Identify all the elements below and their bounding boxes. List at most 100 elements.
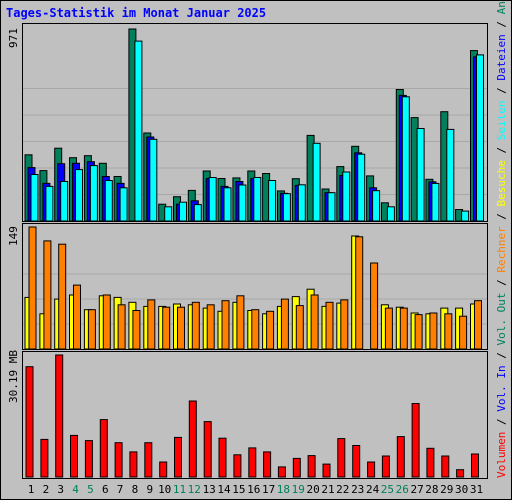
- bar-volumen-day-14: [218, 437, 227, 478]
- x-tick-label-day-10: 10: [158, 483, 171, 496]
- x-tick-label-day-8: 8: [132, 483, 139, 496]
- bar-volumen-day-11: [174, 436, 182, 478]
- bar-rechner-day-18: [280, 298, 289, 350]
- bar-seiten-day-23: [357, 153, 366, 222]
- bar-seiten-day-30: [461, 210, 470, 222]
- bar-rechner-day-24: [370, 262, 379, 350]
- legend-vol-in: Vol. In: [495, 365, 508, 411]
- legend-anfragen: Anfragen: [495, 0, 508, 14]
- legend-separator: /: [495, 140, 508, 160]
- bar-volumen-day-30: [456, 469, 465, 478]
- bar-volumen-day-5: [84, 440, 93, 478]
- x-tick-label-day-9: 9: [146, 483, 153, 496]
- bar-rechner-day-30: [459, 315, 468, 350]
- bar-rechner-day-23: [355, 236, 364, 350]
- x-tick-label-day-17: 17: [262, 483, 275, 496]
- bar-rechner-day-5: [87, 309, 96, 350]
- panel-requests: 971: [7, 23, 488, 222]
- bar-volumen-day-31: [471, 453, 479, 478]
- bar-volumen-day-18: [277, 466, 286, 478]
- bar-seiten-day-12: [193, 204, 202, 222]
- legend-volumen: Volumen: [495, 432, 508, 478]
- bar-seiten-day-27: [416, 128, 425, 222]
- panel-visits: 149: [7, 223, 488, 350]
- x-tick-label-day-13: 13: [203, 483, 216, 496]
- bar-rechner-day-2: [43, 240, 52, 350]
- x-tick-label-day-4: 4: [72, 483, 79, 496]
- legend-separator: /: [495, 412, 508, 432]
- x-tick-label-day-31: 31: [470, 483, 483, 496]
- bar-seiten-day-20: [312, 142, 321, 222]
- bar-seiten-day-17: [268, 180, 277, 222]
- bar-volumen-day-9: [144, 442, 153, 478]
- y-max-label-requests: 971: [7, 28, 20, 48]
- x-tick-label-day-22: 22: [336, 483, 349, 496]
- x-tick-label-day-12: 12: [188, 483, 201, 496]
- x-tick-label-day-2: 2: [43, 483, 50, 496]
- y-max-label-visits: 149: [7, 226, 20, 246]
- x-tick-label-day-20: 20: [306, 483, 319, 496]
- bar-seiten-day-31: [476, 54, 484, 222]
- bar-seiten-day-26: [401, 96, 410, 222]
- bars-requests: [24, 28, 484, 222]
- bar-volumen-day-24: [367, 461, 376, 478]
- bar-seiten-day-6: [104, 180, 113, 222]
- x-tick-label-day-3: 3: [57, 483, 64, 496]
- bar-rechner-day-19: [295, 305, 304, 350]
- legend-separator: /: [495, 81, 508, 101]
- bar-rechner-day-16: [251, 309, 260, 350]
- bar-seiten-day-28: [431, 182, 440, 222]
- bar-rechner-day-3: [58, 243, 67, 350]
- bar-volumen-day-6: [99, 419, 108, 478]
- bar-rechner-day-9: [147, 299, 156, 350]
- bar-volumen-day-4: [70, 434, 78, 478]
- bar-seiten-day-1: [30, 174, 39, 222]
- bar-volumen-day-7: [114, 442, 123, 478]
- bar-volumen-day-23: [352, 445, 361, 478]
- legend-rechner: Rechner: [495, 226, 508, 273]
- x-tick-label-day-24: 24: [366, 483, 380, 496]
- bars-visits: [24, 226, 482, 350]
- right-legend: Volumen / Vol. In / Vol. Out / Rechner /…: [495, 0, 508, 478]
- bar-volumen-day-29: [441, 455, 450, 478]
- x-tick-label-day-16: 16: [247, 483, 260, 496]
- bar-rechner-day-4: [73, 284, 81, 350]
- legend-separator: /: [495, 346, 508, 366]
- bar-rechner-day-17: [266, 310, 275, 350]
- bar-volumen-day-26: [396, 436, 405, 478]
- legend-separator: /: [495, 273, 508, 293]
- legend-seiten: Seiten: [495, 100, 508, 140]
- bar-seiten-day-4: [75, 169, 83, 222]
- bar-seiten-day-2: [45, 185, 54, 222]
- bar-seiten-day-9: [149, 138, 158, 222]
- bar-rechner-day-28: [429, 312, 438, 350]
- bar-seiten-day-13: [208, 177, 217, 222]
- bar-volumen-day-21: [322, 463, 331, 478]
- bar-seiten-day-3: [60, 181, 69, 222]
- x-tick-label-day-28: 28: [425, 483, 438, 496]
- bar-seiten-day-14: [223, 187, 232, 222]
- bar-volumen-day-15: [233, 454, 242, 478]
- bar-rechner-day-8: [132, 310, 141, 350]
- legend-vol-out: Vol. Out: [495, 293, 508, 346]
- bar-volumen-day-3: [55, 354, 64, 478]
- bar-rechner-day-10: [162, 306, 171, 350]
- bar-volumen-day-27: [411, 403, 420, 478]
- bar-rechner-day-31: [474, 300, 482, 350]
- bar-volumen-day-2: [40, 438, 49, 478]
- panel-volume: 30.19 MB: [7, 350, 488, 479]
- x-tick-label-day-29: 29: [440, 483, 453, 496]
- x-tick-label-day-11: 11: [173, 483, 186, 496]
- bar-volumen-day-20: [307, 455, 316, 478]
- x-tick-label-day-1: 1: [28, 483, 35, 496]
- bar-seiten-day-15: [238, 184, 247, 222]
- x-tick-label-day-7: 7: [117, 483, 124, 496]
- bar-rechner-day-7: [117, 304, 126, 350]
- bar-rechner-day-29: [444, 313, 453, 350]
- bar-rechner-day-13: [206, 304, 215, 350]
- legend-besuche: Besuche: [495, 160, 508, 206]
- legend-separator: /: [495, 14, 508, 34]
- bar-seiten-day-19: [297, 184, 306, 222]
- bar-seiten-day-8: [134, 40, 143, 222]
- bar-seiten-day-29: [446, 128, 455, 222]
